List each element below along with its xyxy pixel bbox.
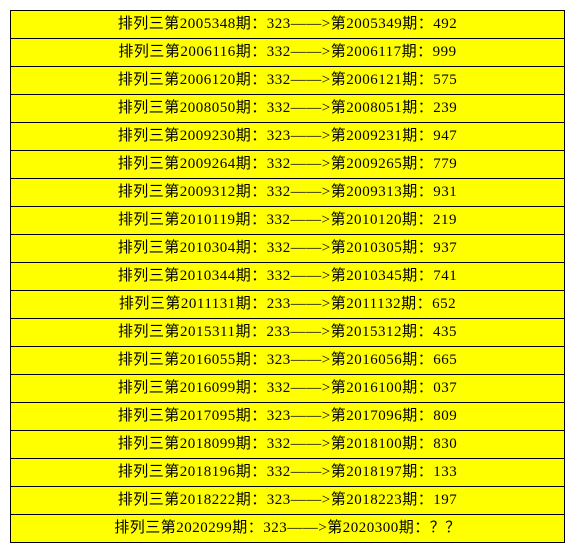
table-row: 排列三第2008050期：332——>第2008051期：239: [11, 95, 565, 123]
table-row: 排列三第2018196期：332——>第2018197期：133: [11, 459, 565, 487]
table-row: 排列三第2016055期：323——>第2016056期：665: [11, 347, 565, 375]
table-row: 排列三第2016099期：332——>第2016100期：037: [11, 375, 565, 403]
table-row: 排列三第2006116期：332——>第2006117期：999: [11, 39, 565, 67]
table-row: 排列三第2015311期：233——>第2015312期：435: [11, 319, 565, 347]
table-row: 排列三第2006120期：332——>第2006121期：575: [11, 67, 565, 95]
table-row: 排列三第2020299期：323——>第2020300期：？？: [11, 515, 565, 543]
table-row: 排列三第2018099期：332——>第2018100期：830: [11, 431, 565, 459]
table-row: 排列三第2017095期：323——>第2017096期：809: [11, 403, 565, 431]
table-row: 排列三第2010344期：332——>第2010345期：741: [11, 263, 565, 291]
lottery-history-table: 排列三第2005348期：323——>第2005349期：492排列三第2006…: [10, 10, 565, 543]
table-row: 排列三第2010119期：332——>第2010120期：219: [11, 207, 565, 235]
table-row: 排列三第2009230期：323——>第2009231期：947: [11, 123, 565, 151]
table-row: 排列三第2018222期：323——>第2018223期：197: [11, 487, 565, 515]
table-row: 排列三第2009312期：332——>第2009313期：931: [11, 179, 565, 207]
table-row: 排列三第2010304期：332——>第2010305期：937: [11, 235, 565, 263]
table-row: 排列三第2005348期：323——>第2005349期：492: [11, 11, 565, 39]
table-row: 排列三第2011131期：233——>第2011132期：652: [11, 291, 565, 319]
table-row: 排列三第2009264期：332——>第2009265期：779: [11, 151, 565, 179]
